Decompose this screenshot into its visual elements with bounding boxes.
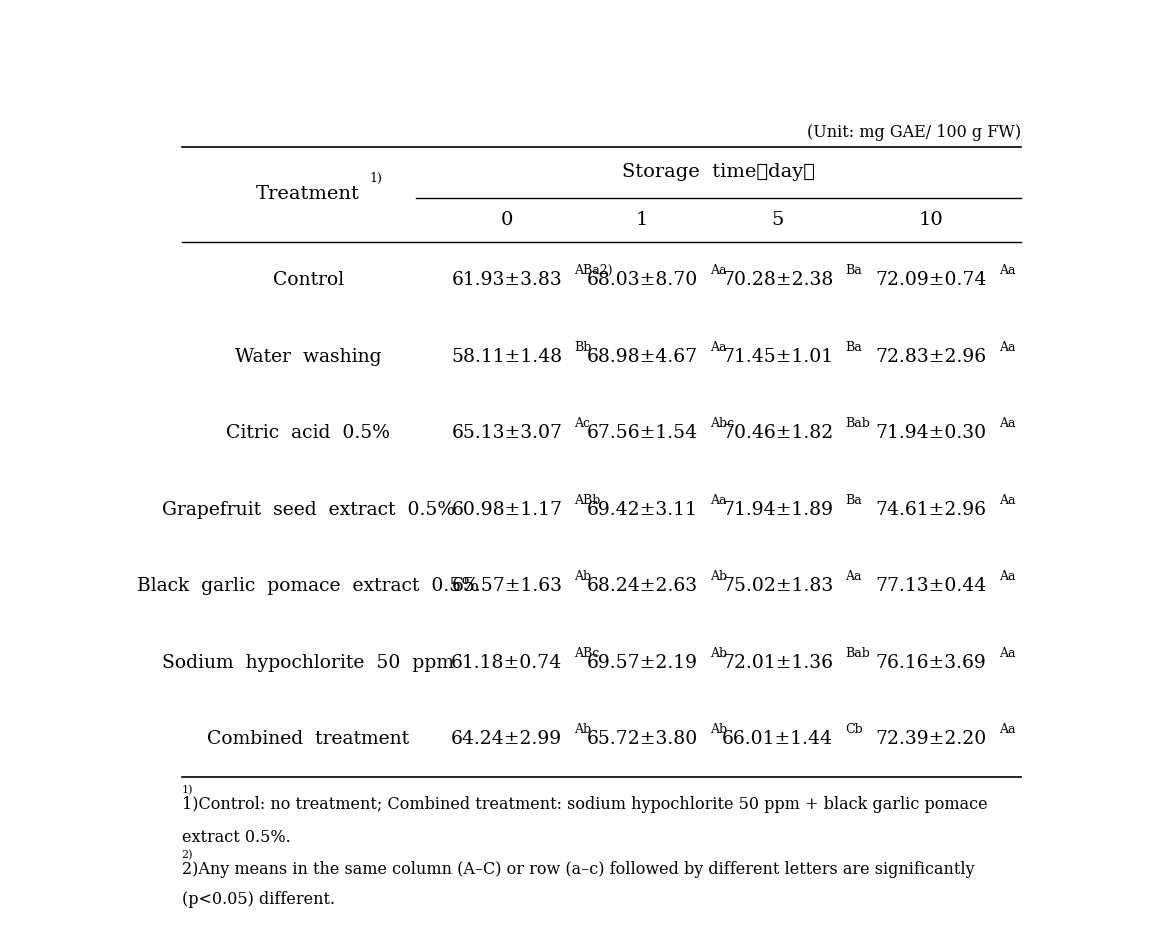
Text: 72.83±2.96: 72.83±2.96: [876, 347, 987, 365]
Text: 75.02±1.83: 75.02±1.83: [722, 577, 833, 595]
Text: 65.57±1.63: 65.57±1.63: [451, 577, 563, 595]
Text: Combined  treatment: Combined treatment: [207, 730, 409, 748]
Text: 72.01±1.36: 72.01±1.36: [722, 654, 833, 672]
Text: 68.03±8.70: 68.03±8.70: [587, 271, 698, 289]
Text: Aa: Aa: [998, 570, 1016, 583]
Text: Ab: Ab: [574, 570, 592, 583]
Text: Aa: Aa: [998, 341, 1016, 354]
Text: Water  washing: Water washing: [235, 347, 381, 365]
Text: Aa: Aa: [998, 646, 1016, 660]
Text: 1: 1: [636, 211, 649, 229]
Text: Ab: Ab: [709, 646, 727, 660]
Text: Ac: Ac: [574, 417, 591, 430]
Text: ABa2): ABa2): [574, 264, 613, 277]
Text: 69.42±3.11: 69.42±3.11: [587, 500, 698, 518]
Text: 65.13±3.07: 65.13±3.07: [451, 424, 563, 442]
Text: Ab: Ab: [574, 723, 592, 736]
Text: 1): 1): [182, 785, 193, 795]
Text: Storage  time（day）: Storage time（day）: [622, 163, 815, 181]
Text: 2)Any means in the same column (A–C) or row (a–c) followed by different letters : 2)Any means in the same column (A–C) or …: [182, 862, 974, 879]
Text: (p<0.05) different.: (p<0.05) different.: [182, 891, 334, 907]
Text: 60.98±1.17: 60.98±1.17: [451, 500, 563, 518]
Text: 74.61±2.96: 74.61±2.96: [876, 500, 987, 518]
Text: Aa: Aa: [709, 493, 727, 507]
Text: Aa: Aa: [998, 417, 1016, 430]
Text: 0: 0: [501, 211, 513, 229]
Text: Aa: Aa: [846, 570, 862, 583]
Text: 1): 1): [369, 172, 382, 185]
Text: 71.94±1.89: 71.94±1.89: [722, 500, 833, 518]
Text: Grapefruit  seed  extract  0.5%: Grapefruit seed extract 0.5%: [162, 500, 454, 518]
Text: Aa: Aa: [998, 264, 1016, 277]
Text: Black  garlic  pomace  extract  0.5%: Black garlic pomace extract 0.5%: [137, 577, 479, 595]
Text: 76.16±3.69: 76.16±3.69: [876, 654, 987, 672]
Text: Control: Control: [273, 271, 344, 289]
Text: 67.56±1.54: 67.56±1.54: [587, 424, 698, 442]
Text: Bab: Bab: [846, 417, 870, 430]
Text: Aa: Aa: [709, 341, 727, 354]
Text: Ba: Ba: [846, 264, 862, 277]
Text: 2): 2): [182, 850, 193, 861]
Text: Bb: Bb: [574, 341, 592, 354]
Text: Bab: Bab: [846, 646, 870, 660]
Text: (Unit: mg GAE/ 100 g FW): (Unit: mg GAE/ 100 g FW): [807, 124, 1022, 141]
Text: 70.28±2.38: 70.28±2.38: [722, 271, 833, 289]
Text: 71.94±0.30: 71.94±0.30: [876, 424, 987, 442]
Text: 70.46±1.82: 70.46±1.82: [722, 424, 833, 442]
Text: 68.24±2.63: 68.24±2.63: [587, 577, 698, 595]
Text: 64.24±2.99: 64.24±2.99: [451, 730, 563, 748]
Text: Cb: Cb: [846, 723, 863, 736]
Text: 5: 5: [771, 211, 784, 229]
Text: 68.98±4.67: 68.98±4.67: [587, 347, 698, 365]
Text: ABc: ABc: [574, 646, 600, 660]
Text: 61.93±3.83: 61.93±3.83: [451, 271, 563, 289]
Text: 65.72±3.80: 65.72±3.80: [587, 730, 698, 748]
Text: 69.57±2.19: 69.57±2.19: [587, 654, 698, 672]
Text: 1)Control: no treatment; Combined treatment: sodium hypochlorite 50 ppm + black : 1)Control: no treatment; Combined treatm…: [182, 795, 988, 812]
Text: 71.45±1.01: 71.45±1.01: [722, 347, 833, 365]
Text: ABb: ABb: [574, 493, 601, 507]
Text: Ba: Ba: [846, 493, 862, 507]
Text: Citric  acid  0.5%: Citric acid 0.5%: [226, 424, 390, 442]
Text: Sodium  hypochlorite  50  ppm: Sodium hypochlorite 50 ppm: [162, 654, 454, 672]
Text: 61.18±0.74: 61.18±0.74: [451, 654, 563, 672]
Text: Treatment: Treatment: [256, 185, 360, 203]
Text: Aa: Aa: [998, 723, 1016, 736]
Text: Aa: Aa: [998, 493, 1016, 507]
Text: 58.11±1.48: 58.11±1.48: [451, 347, 563, 365]
Text: 10: 10: [919, 211, 944, 229]
Text: Ba: Ba: [846, 341, 862, 354]
Text: Ab: Ab: [709, 723, 727, 736]
Text: 72.09±0.74: 72.09±0.74: [875, 271, 987, 289]
Text: Aa: Aa: [709, 264, 727, 277]
Text: extract 0.5%.: extract 0.5%.: [182, 828, 290, 846]
Text: 72.39±2.20: 72.39±2.20: [876, 730, 987, 748]
Text: Abc: Abc: [709, 417, 734, 430]
Text: 77.13±0.44: 77.13±0.44: [876, 577, 987, 595]
Text: 66.01±1.44: 66.01±1.44: [722, 730, 833, 748]
Text: Ab: Ab: [709, 570, 727, 583]
